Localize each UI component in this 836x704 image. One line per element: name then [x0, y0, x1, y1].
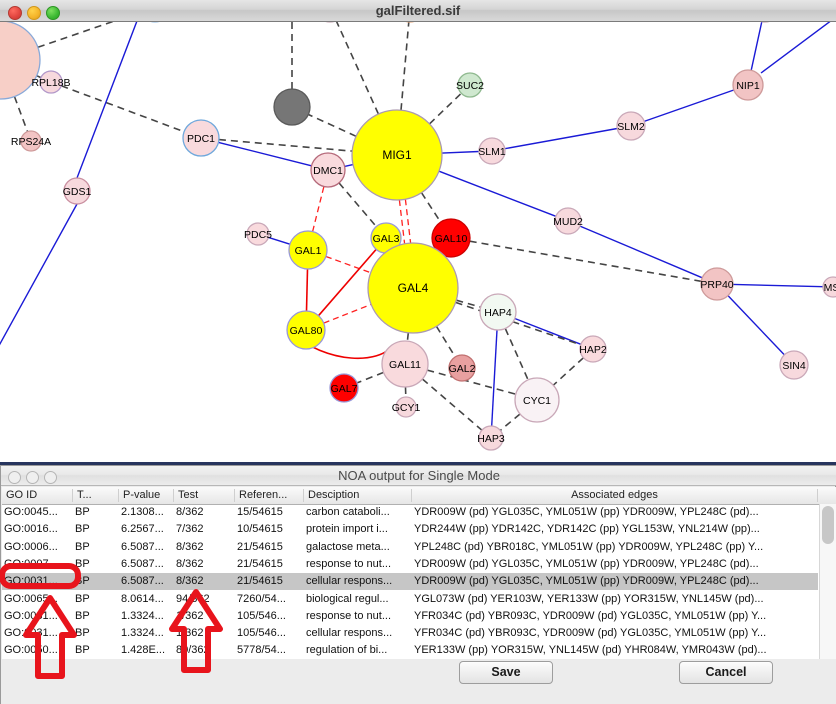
svg-text:DMC1: DMC1 — [313, 165, 343, 177]
svg-text:GAL2: GAL2 — [449, 363, 476, 375]
svg-text:SLM1: SLM1 — [478, 146, 506, 158]
svg-text:GCY1: GCY1 — [392, 402, 421, 414]
svg-text:HAP4: HAP4 — [484, 307, 512, 319]
svg-text:MSI: MSI — [824, 282, 836, 294]
svg-text:SIN4: SIN4 — [782, 360, 806, 372]
svg-text:GAL4: GAL4 — [398, 281, 429, 295]
svg-text:NIP1: NIP1 — [736, 80, 760, 92]
svg-text:GAL7: GAL7 — [331, 383, 358, 395]
svg-text:RPS24A: RPS24A — [11, 136, 51, 148]
svg-text:PDC1: PDC1 — [187, 133, 215, 145]
svg-text:GAL10: GAL10 — [435, 233, 468, 245]
svg-text:HAP3: HAP3 — [477, 433, 505, 445]
svg-text:PDC5: PDC5 — [244, 229, 272, 241]
svg-text:GAL1: GAL1 — [295, 245, 322, 257]
svg-text:PRP40: PRP40 — [700, 279, 733, 291]
svg-text:HAP2: HAP2 — [579, 344, 607, 356]
svg-text:RPL18B: RPL18B — [31, 77, 70, 89]
svg-text:SLM2: SLM2 — [617, 121, 645, 133]
svg-text:MUD2: MUD2 — [553, 216, 583, 228]
svg-text:CYC1: CYC1 — [523, 395, 551, 407]
svg-text:SUC2: SUC2 — [456, 80, 484, 92]
svg-text:GAL11: GAL11 — [389, 359, 421, 371]
svg-text:GAL3: GAL3 — [373, 233, 400, 245]
svg-text:GDS1: GDS1 — [63, 186, 92, 198]
svg-text:MIG1: MIG1 — [382, 148, 412, 162]
svg-text:GAL80: GAL80 — [290, 325, 323, 337]
